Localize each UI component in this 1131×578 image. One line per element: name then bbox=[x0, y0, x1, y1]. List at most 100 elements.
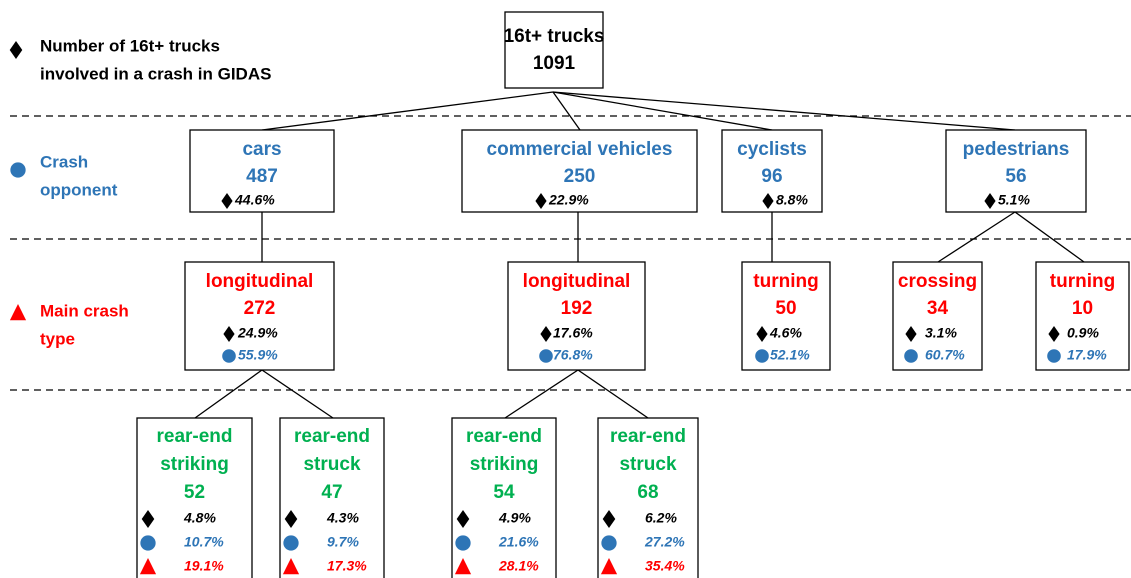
node-label: rear-end bbox=[466, 426, 542, 447]
node-label: struck bbox=[619, 454, 676, 475]
node-label: 16t+ trucks bbox=[504, 26, 605, 47]
node-count: 10 bbox=[1072, 298, 1093, 319]
node-label: striking bbox=[470, 454, 539, 475]
link bbox=[261, 91, 554, 131]
diamond-icon bbox=[984, 193, 996, 209]
node-count: 54 bbox=[493, 482, 515, 503]
circle-icon bbox=[755, 349, 769, 363]
link bbox=[552, 91, 773, 131]
circle-icon bbox=[283, 535, 299, 551]
share-label: 21.6% bbox=[498, 534, 539, 550]
share-label: 4.8% bbox=[183, 510, 216, 526]
link bbox=[577, 369, 649, 419]
diamond-icon bbox=[284, 510, 298, 528]
triangle-icon bbox=[454, 558, 472, 575]
node-count: 96 bbox=[761, 166, 782, 187]
node-box bbox=[507, 261, 646, 371]
share-label: 3.1% bbox=[925, 325, 957, 341]
diamond-icon bbox=[456, 510, 470, 528]
node-count: 68 bbox=[637, 482, 658, 503]
share-label: 60.7% bbox=[925, 347, 965, 363]
share-label: 4.6% bbox=[769, 325, 802, 341]
share-label: 17.9% bbox=[1067, 347, 1107, 363]
node-count: 52 bbox=[184, 482, 205, 503]
diamond-icon bbox=[535, 193, 547, 209]
share-label: 5.1% bbox=[998, 192, 1030, 208]
node-box bbox=[136, 417, 253, 578]
diamond-icon bbox=[221, 193, 233, 209]
node-label: rear-end bbox=[156, 426, 232, 447]
link bbox=[937, 211, 1016, 263]
node-label: turning bbox=[753, 271, 818, 292]
node-box bbox=[189, 129, 335, 213]
node-count: 272 bbox=[244, 298, 276, 319]
share-label: 35.4% bbox=[645, 558, 685, 574]
circle-icon bbox=[222, 349, 236, 363]
share-label: 17.3% bbox=[327, 558, 367, 574]
diamond-icon bbox=[602, 510, 616, 528]
diamond-icon bbox=[223, 326, 235, 342]
diamond-icon bbox=[141, 510, 155, 528]
node-label: striking bbox=[160, 454, 229, 475]
share-label: 6.2% bbox=[645, 510, 677, 526]
node-count: 34 bbox=[927, 298, 949, 319]
circle-icon bbox=[539, 349, 553, 363]
legend-text: type bbox=[40, 329, 75, 348]
node-count: 487 bbox=[246, 166, 278, 187]
node-label: longitudinal bbox=[523, 271, 631, 292]
share-label: 17.6% bbox=[553, 325, 593, 341]
share-label: 27.2% bbox=[644, 534, 685, 550]
node-box bbox=[504, 11, 604, 89]
circle-icon bbox=[904, 349, 918, 363]
node-count: 56 bbox=[1005, 166, 1026, 187]
diamond-icon bbox=[756, 326, 768, 342]
node-box bbox=[597, 417, 699, 578]
legend-text: Main crash bbox=[40, 301, 129, 320]
share-label: 4.9% bbox=[498, 510, 531, 526]
node-label: longitudinal bbox=[206, 271, 314, 292]
circle-icon bbox=[601, 535, 617, 551]
diamond-icon bbox=[762, 193, 774, 209]
share-label: 28.1% bbox=[498, 558, 539, 574]
share-label: 10.7% bbox=[184, 534, 224, 550]
legend-text: involved in a crash in GIDAS bbox=[40, 64, 271, 83]
link bbox=[552, 91, 581, 131]
share-label: 24.9% bbox=[237, 325, 278, 341]
circle-icon bbox=[140, 535, 156, 551]
triangle-icon bbox=[282, 558, 300, 575]
diamond-icon bbox=[540, 326, 552, 342]
share-label: 4.3% bbox=[326, 510, 359, 526]
node-label: pedestrians bbox=[963, 139, 1070, 160]
link bbox=[194, 369, 263, 419]
node-label: turning bbox=[1050, 271, 1115, 292]
triangle-icon bbox=[600, 558, 618, 575]
circle-icon bbox=[10, 162, 26, 178]
share-label: 76.8% bbox=[553, 347, 593, 363]
links bbox=[194, 91, 1085, 419]
node-label: cars bbox=[242, 139, 281, 160]
node-box bbox=[451, 417, 557, 578]
node-box bbox=[945, 129, 1087, 213]
node-count: 47 bbox=[321, 482, 342, 503]
node-label: cyclists bbox=[737, 139, 807, 160]
node-count: 50 bbox=[775, 298, 796, 319]
link bbox=[1014, 211, 1085, 263]
node-box bbox=[461, 129, 698, 213]
share-label: 44.6% bbox=[234, 192, 275, 208]
node-label: struck bbox=[303, 454, 360, 475]
share-label: 8.8% bbox=[776, 192, 808, 208]
link bbox=[504, 369, 579, 419]
share-label: 22.9% bbox=[548, 192, 589, 208]
node-box bbox=[721, 129, 823, 213]
node-label: commercial vehicles bbox=[487, 139, 673, 160]
node-box bbox=[279, 417, 385, 578]
circle-icon bbox=[455, 535, 471, 551]
node-label: rear-end bbox=[294, 426, 370, 447]
triangle-icon bbox=[139, 558, 157, 575]
share-label: 52.1% bbox=[770, 347, 810, 363]
node-box bbox=[184, 261, 335, 371]
share-label: 55.9% bbox=[238, 347, 278, 363]
legend-text: opponent bbox=[40, 180, 118, 199]
node-count: 250 bbox=[564, 166, 596, 187]
